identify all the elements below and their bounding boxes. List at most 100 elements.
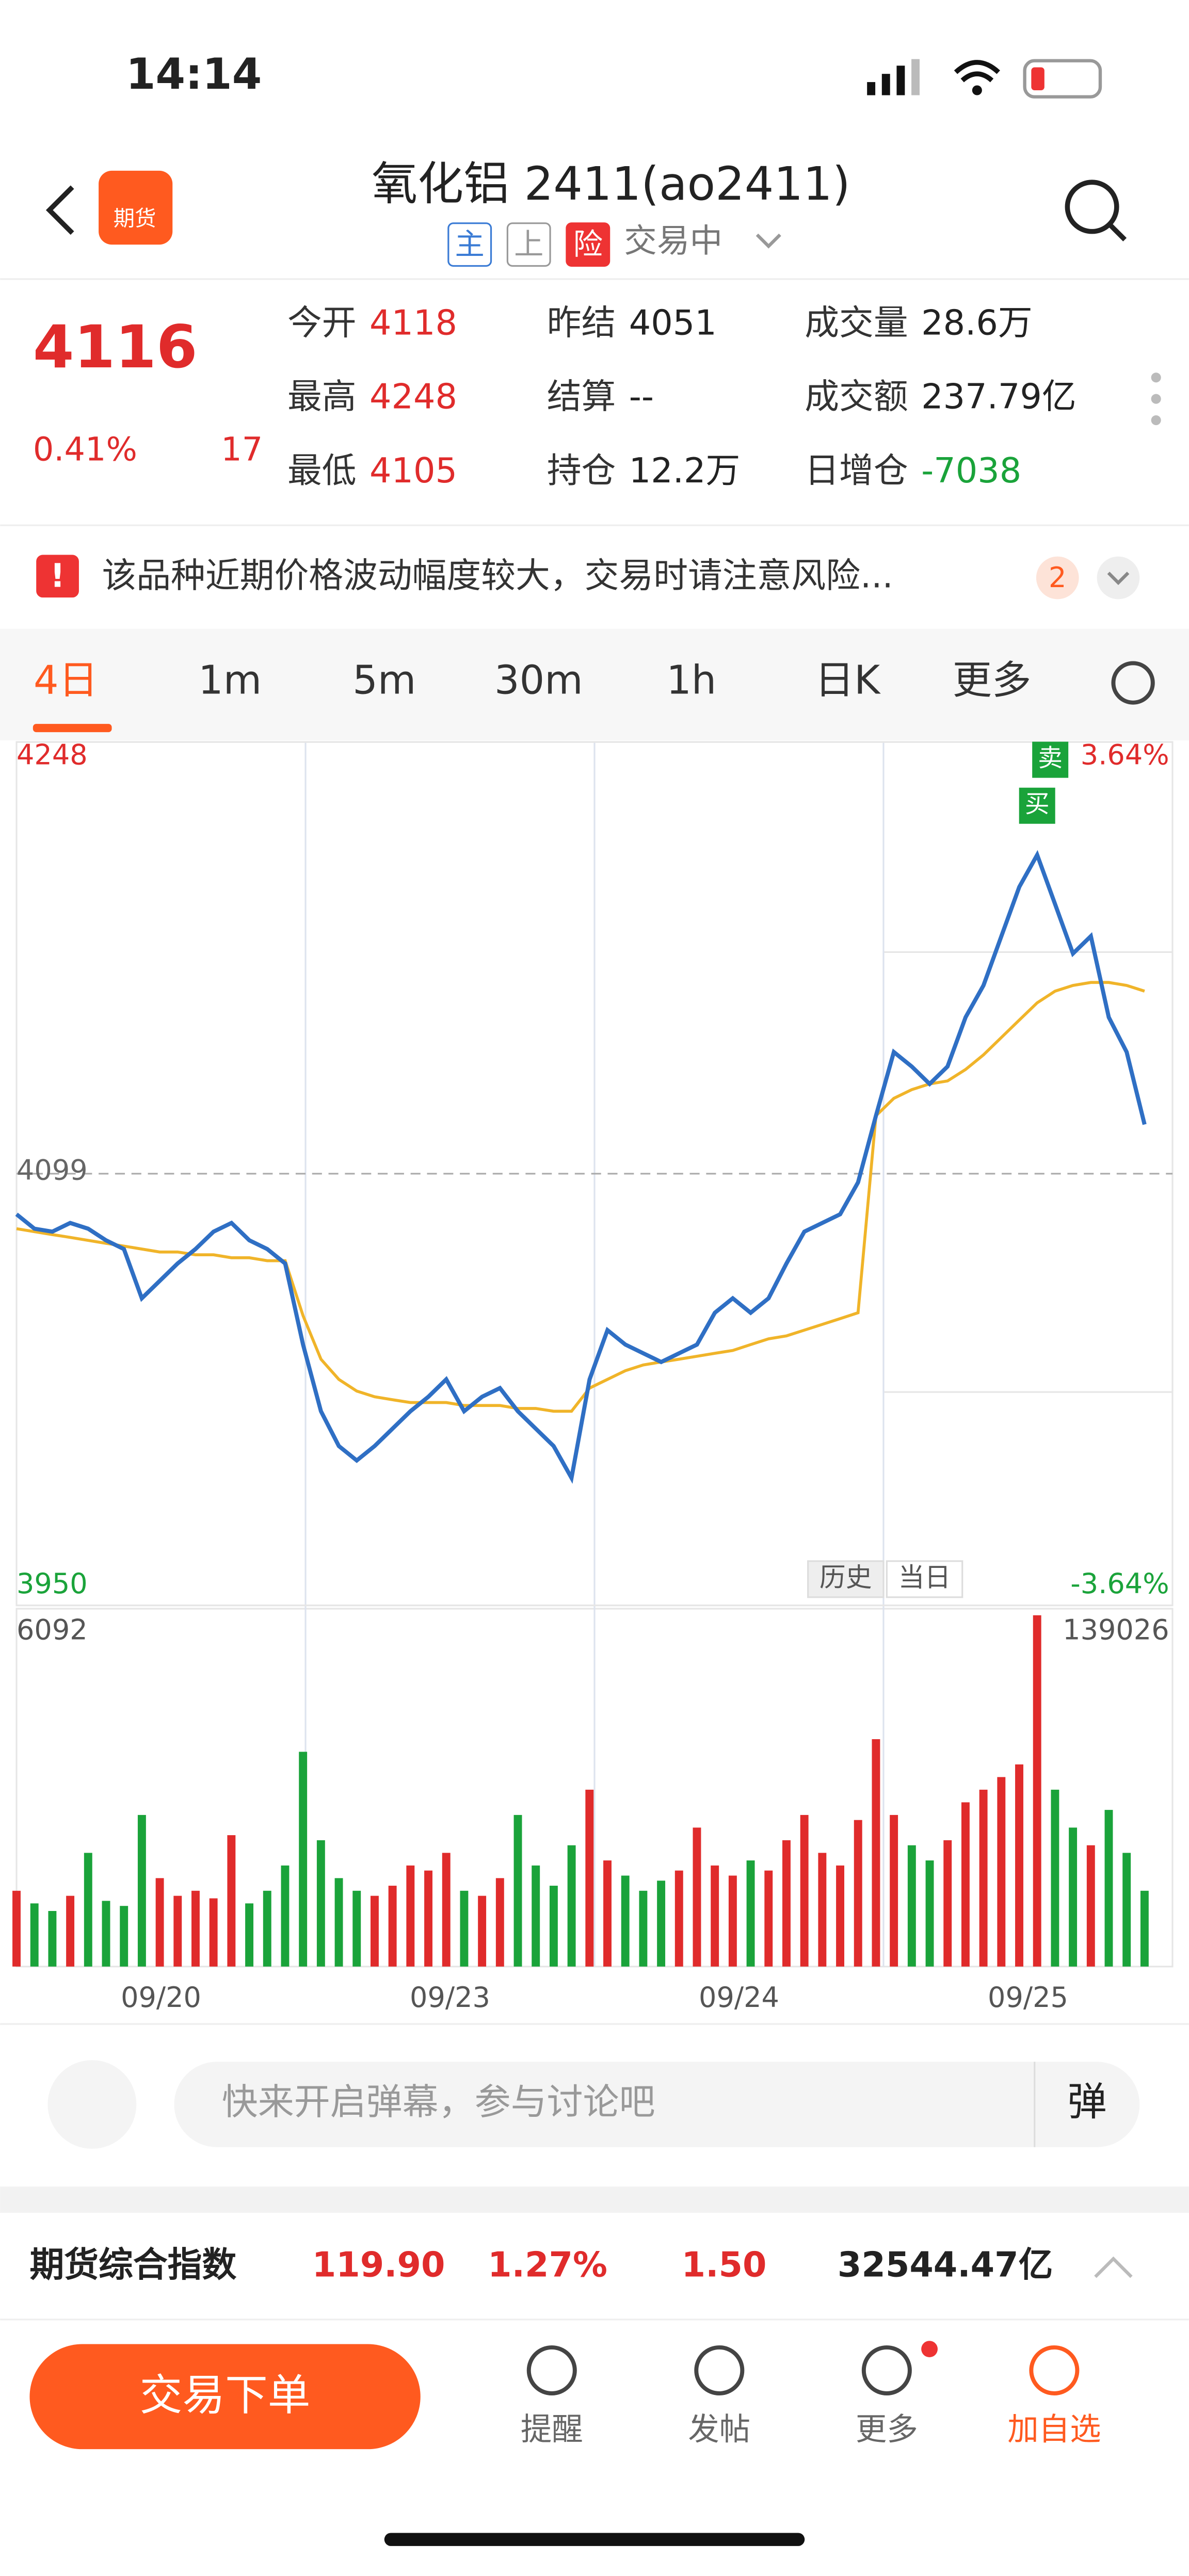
volume-bar (764, 1870, 773, 1967)
volume-bar (155, 1878, 164, 1967)
volume-bar (979, 1789, 988, 1967)
volume-bar (1086, 1845, 1095, 1967)
settings-icon[interactable] (1111, 661, 1155, 705)
field-value: 4248 (369, 377, 457, 417)
volume-bar (639, 1890, 648, 1967)
volume-bar (925, 1860, 934, 1967)
dropdown-icon[interactable] (756, 233, 781, 249)
field-label: 结算 (547, 377, 616, 417)
tag: 上 (514, 227, 543, 262)
today-shade (882, 951, 1174, 1393)
volume-bar (1140, 1890, 1149, 1967)
warn-icon (36, 555, 79, 598)
volume-bar (746, 1860, 755, 1967)
notice-bar[interactable] (0, 525, 1189, 627)
volume-bar (406, 1865, 415, 1967)
volume-bar (1033, 1615, 1041, 1967)
volume-bar (603, 1860, 612, 1967)
series-line (15, 850, 1147, 1484)
field-label: 昨结 (547, 303, 616, 343)
pct-label: 3.64% (1081, 738, 1169, 771)
field-value: 4118 (369, 303, 457, 343)
field-value: 4105 (369, 450, 457, 491)
toggle[interactable]: 当日 (898, 1563, 951, 1593)
home-indicator (384, 2533, 805, 2546)
volume-bar (693, 1827, 701, 1967)
volume-bar (102, 1901, 110, 1967)
volume-bar (872, 1739, 880, 1967)
tag: 险 (573, 227, 603, 262)
volume-bar (334, 1878, 343, 1967)
notice-count-bg (1036, 556, 1079, 600)
comment-input[interactable] (174, 2062, 1140, 2147)
app-badge (99, 170, 173, 245)
comment-placeholder: 快来开启弹幕，参与讨论吧 (222, 2081, 655, 2123)
tab[interactable]: 30m (494, 658, 583, 704)
volume-bar (585, 1789, 594, 1967)
tab-indicator (33, 724, 112, 733)
volume-bar (1051, 1789, 1059, 1967)
x-tick-label: 09/24 (699, 1981, 779, 2014)
trade-state: 交易中 (624, 222, 722, 260)
y-tick-label: 4099 (17, 1154, 88, 1186)
volume-bar (532, 1865, 540, 1967)
volume-bar (890, 1814, 898, 1967)
tab[interactable]: 1m (198, 658, 262, 704)
back-icon[interactable] (45, 185, 74, 235)
volume-bar (943, 1840, 952, 1967)
nav-icon[interactable] (526, 2345, 577, 2395)
volume-bar (30, 1903, 39, 1967)
field-value: -- (629, 377, 654, 417)
volume-bar (352, 1890, 361, 1967)
volume-bar (370, 1895, 379, 1967)
volume-bar (281, 1865, 290, 1967)
nav-icon[interactable] (694, 2345, 745, 2395)
field-value: 4051 (629, 303, 717, 343)
toggle[interactable]: 历史 (820, 1563, 872, 1593)
index-change: 1.50 (682, 2245, 767, 2285)
tab[interactable]: 日K (815, 658, 881, 704)
nav-icon[interactable] (1029, 2345, 1080, 2395)
y-tick-label: 3950 (17, 1567, 88, 1600)
nav-icon[interactable] (861, 2345, 912, 2395)
volume-bar (836, 1865, 845, 1967)
nav-label[interactable]: 加自选 (1007, 2411, 1101, 2448)
volume-bar (1122, 1853, 1131, 1967)
volume-bar (674, 1870, 683, 1967)
change-pct: 0.41% (33, 431, 137, 469)
volume-bar (227, 1835, 236, 1967)
notice-text: 该品种近期价格波动幅度较大，交易时请注意风险... (102, 556, 893, 596)
pct-label: -3.64% (1070, 1567, 1169, 1600)
volume-bar (621, 1875, 630, 1967)
tab[interactable]: 1h (666, 658, 716, 704)
volume-bar (209, 1898, 218, 1967)
series-line (16, 981, 1145, 1413)
x-tick-label: 09/20 (121, 1981, 201, 2014)
volume-bar (800, 1814, 809, 1967)
toggle-box[interactable] (807, 1560, 885, 1598)
nav-label[interactable]: 更多 (856, 2411, 918, 2448)
volume-bar (442, 1853, 451, 1967)
tab-bar (0, 628, 1189, 740)
field-label: 日增仓 (805, 450, 908, 491)
nav-label[interactable]: 发帖 (688, 2411, 750, 2448)
toggle-box[interactable] (886, 1560, 963, 1598)
clock: 14:14 (126, 49, 262, 99)
order-button[interactable] (29, 2344, 421, 2450)
danmaku-icon[interactable] (47, 2060, 137, 2149)
volume-bar (137, 1814, 146, 1967)
more-icon[interactable] (1151, 372, 1161, 426)
index-name: 期货综合指数 (29, 2245, 236, 2285)
volume-bar (961, 1802, 970, 1967)
nav-label[interactable]: 提醒 (521, 2411, 583, 2448)
tab[interactable]: 4日 (34, 658, 98, 704)
title: 氧化铝 2411(ao2411) (372, 157, 850, 211)
index-pct: 1.27% (488, 2245, 607, 2285)
volume-bar (997, 1777, 1006, 1967)
tab[interactable]: 5m (352, 658, 416, 704)
tab[interactable]: 更多 (953, 658, 1032, 704)
danmaku-button[interactable]: 弹 (1067, 2079, 1106, 2125)
search-icon[interactable] (1065, 180, 1119, 234)
